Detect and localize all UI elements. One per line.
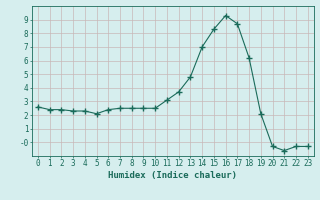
X-axis label: Humidex (Indice chaleur): Humidex (Indice chaleur) (108, 171, 237, 180)
